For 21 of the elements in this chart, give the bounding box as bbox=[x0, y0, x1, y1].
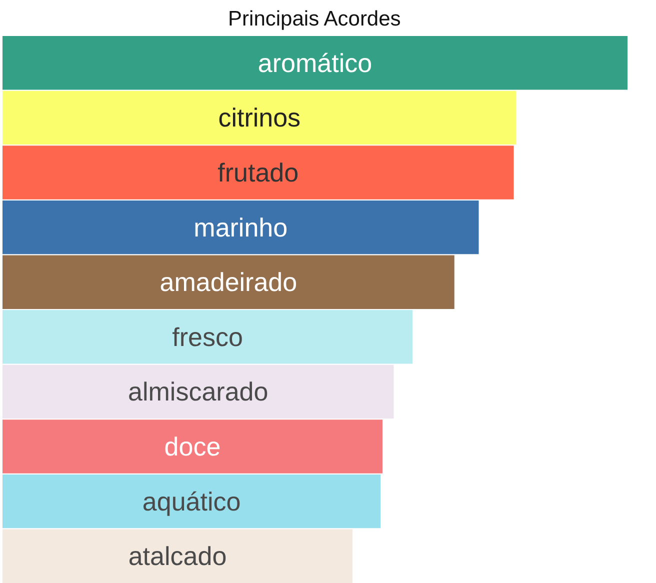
y-tick-label: amadeirado bbox=[160, 267, 298, 298]
bar bbox=[2, 364, 394, 419]
y-tick-label: aromático bbox=[258, 48, 372, 78]
bar bbox=[2, 146, 514, 200]
y-tick-label: fresco bbox=[172, 322, 243, 352]
bar bbox=[2, 255, 454, 309]
y-tick-label: marinho bbox=[194, 212, 288, 242]
y-tick-label: atalcado bbox=[128, 541, 227, 572]
bar bbox=[2, 310, 412, 364]
y-tick-label: almiscarado bbox=[128, 376, 268, 407]
bar bbox=[2, 474, 381, 528]
y-tick-label: frutado bbox=[218, 158, 299, 188]
bar bbox=[2, 36, 628, 90]
bar bbox=[2, 90, 516, 145]
bar bbox=[2, 420, 382, 474]
y-tick-label: doce bbox=[164, 432, 221, 462]
y-tick-label: aquático bbox=[142, 486, 241, 516]
y-tick-label: citrinos bbox=[218, 102, 301, 133]
chart-title: Principais Acordes bbox=[228, 8, 401, 30]
bar bbox=[2, 529, 352, 583]
bar bbox=[2, 200, 479, 254]
